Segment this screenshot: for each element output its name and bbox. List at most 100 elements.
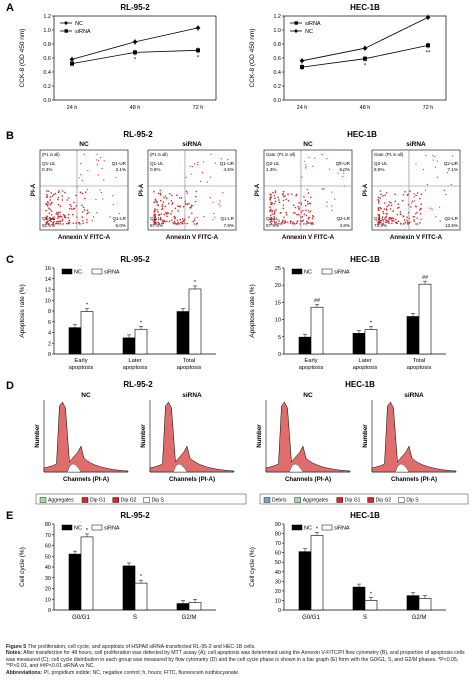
cell-dot	[59, 215, 62, 218]
cell-dot	[166, 215, 168, 218]
cell-dot	[219, 200, 221, 202]
cell-cycle-histograms: RL-95-2 HEC-1B NC Channels (PI-A) Number siRN…	[34, 380, 469, 505]
cell-dot	[282, 204, 285, 206]
cell-dot	[54, 223, 57, 225]
legend-label: NC	[304, 270, 312, 276]
cell-dot	[416, 223, 419, 225]
cell-dot	[273, 213, 276, 215]
x-tick-label: G0/G1	[302, 615, 320, 621]
cell-dot	[287, 193, 289, 196]
y-tick-label: 15	[275, 300, 281, 306]
y-axis-label: Cell cycle (%)	[19, 547, 26, 587]
bar	[176, 311, 190, 355]
caption-abbr-label: Abbreviations:	[6, 669, 43, 676]
legend-label: NC	[75, 21, 83, 27]
cell-dot	[166, 220, 168, 223]
data-point	[132, 39, 138, 45]
cell-dot	[303, 213, 306, 215]
cell-dot	[59, 220, 61, 223]
cell-dot	[290, 193, 293, 195]
legend-label: Dip S	[406, 498, 419, 504]
chart-title: RL-95-2	[120, 255, 150, 264]
bar	[68, 327, 82, 355]
bar-chart-e-hec1b: HEC-1B Cell cycle (%) 0 10 20 30 40 50 60 70 80 90 G…	[249, 511, 446, 621]
cell-dot	[52, 218, 55, 221]
cell-dot	[309, 210, 312, 213]
cell-dot	[431, 208, 433, 210]
cell-dot	[438, 206, 441, 208]
data-point	[196, 48, 200, 53]
cell-dot	[388, 204, 390, 206]
cell-dot	[197, 164, 199, 166]
cell-dot	[57, 191, 60, 194]
cell-dot	[86, 209, 89, 212]
x-tick-label: apoptosis	[353, 365, 378, 371]
y-tick-label: 1.0	[43, 28, 51, 34]
cell-dot	[382, 195, 384, 197]
legend-label: siRNA	[334, 270, 350, 276]
group-title: RL-95-2	[123, 380, 153, 389]
cell-dot	[86, 218, 88, 221]
cell-dot	[190, 173, 192, 175]
y-axis-label: Apoptosis rate (%)	[19, 284, 26, 337]
cell-dot	[439, 220, 441, 222]
cell-dot	[382, 212, 385, 215]
cell-dot	[170, 199, 173, 202]
cell-dot	[188, 216, 190, 218]
cell-dot	[275, 209, 277, 211]
cell-dot	[271, 213, 273, 215]
quadrant-name: Q2-UR	[336, 161, 351, 166]
cell-dot	[289, 222, 292, 224]
cell-dot	[301, 176, 303, 178]
cell-dot	[274, 200, 277, 203]
cell-dot	[301, 209, 304, 212]
cell-dot	[409, 190, 411, 192]
cell-dot	[56, 198, 59, 201]
cell-dot	[57, 222, 59, 225]
cell-dot	[283, 195, 285, 198]
cell-dot	[306, 188, 308, 191]
cell-dot	[193, 223, 196, 225]
cell-dot	[49, 199, 51, 201]
y-tick-label: 4	[48, 331, 51, 337]
cell-dot	[413, 193, 415, 195]
y-tick-label: 20	[275, 283, 281, 289]
cell-dot	[413, 216, 416, 218]
cell-dot	[154, 198, 157, 200]
cell-dot	[402, 215, 405, 218]
quadrant-name: Q2-UL	[374, 161, 388, 166]
cell-dot	[410, 206, 412, 208]
y-tick-label: 0.0	[43, 98, 51, 104]
cell-dot	[274, 190, 277, 192]
cell-dot	[190, 204, 193, 207]
cell-dot	[296, 221, 299, 223]
cell-dot	[378, 215, 381, 218]
cell-dot	[157, 204, 160, 207]
cell-dot	[286, 221, 289, 224]
chart-title: RL-95-2	[120, 511, 150, 520]
cell-dot	[71, 213, 74, 216]
cell-dot	[410, 202, 413, 204]
y-tick-label: 0	[48, 352, 51, 358]
cell-dot	[402, 222, 405, 225]
cell-dot	[426, 184, 429, 186]
cell-dot	[161, 222, 163, 225]
cell-dot	[195, 223, 198, 225]
y-tick-label: 0.8	[273, 42, 281, 48]
cell-dot	[269, 197, 271, 200]
y-tick-label: 1.2	[273, 14, 281, 20]
cell-dot	[399, 210, 402, 213]
cell-dot	[285, 198, 288, 201]
quadrant-value: 87.9%	[266, 223, 279, 228]
cell-dot	[269, 206, 271, 209]
quadrant-name: Q2-LR	[444, 216, 458, 221]
data-point	[300, 65, 304, 70]
cell-dot	[379, 206, 381, 209]
x-tick-label: apoptosis	[123, 365, 148, 371]
scatter-frame	[263, 149, 353, 231]
cell-dot	[156, 208, 159, 211]
legend-swatch	[321, 524, 333, 531]
cell-dot	[83, 153, 85, 155]
cell-dot	[49, 203, 52, 206]
cell-dot	[295, 222, 298, 225]
